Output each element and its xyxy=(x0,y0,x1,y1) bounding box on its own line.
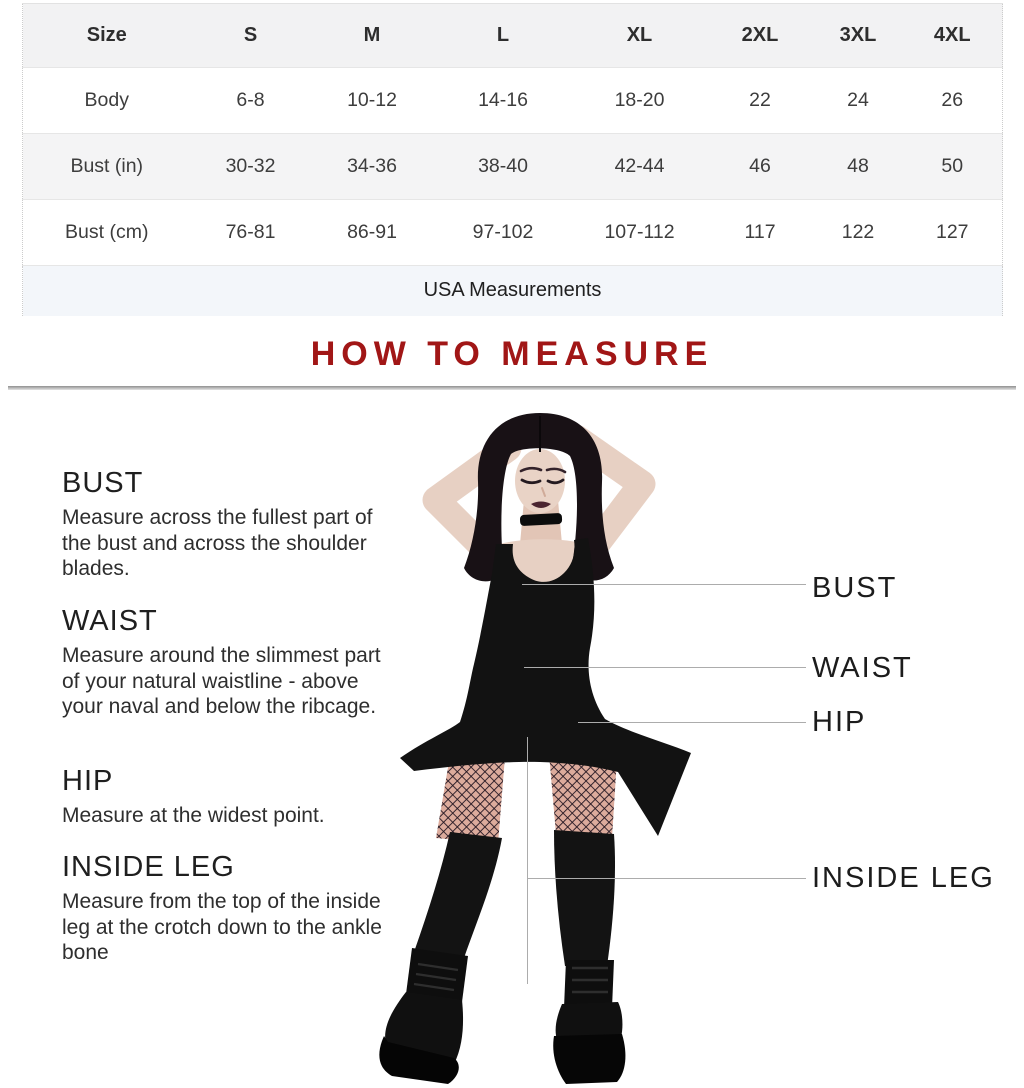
bust-guide-line xyxy=(522,584,806,585)
size-cell: 10-12 xyxy=(310,67,434,134)
col-header-xl: XL xyxy=(572,3,707,68)
instruction-title: HIP xyxy=(62,765,114,797)
instruction-block-inside-leg: INSIDE LEG Measure from the top of the i… xyxy=(62,850,388,966)
instruction-block-waist: WAIST Measure around the slimmest part o… xyxy=(62,604,388,720)
hip-guide-line xyxy=(578,722,806,723)
size-cell: 24 xyxy=(813,67,903,134)
right-boot xyxy=(553,960,626,1084)
instruction-title: WAIST xyxy=(62,605,158,637)
col-header-l: L xyxy=(433,3,573,68)
instruction-text: Measure at the widest point. xyxy=(62,804,325,827)
hip-figure-label: HIP xyxy=(812,706,867,738)
size-cell: 22 xyxy=(706,67,814,134)
table-footer-row: USA Measurements xyxy=(22,265,1003,316)
size-cell: 117 xyxy=(706,199,814,266)
size-cell: 14-16 xyxy=(433,67,573,134)
left-boot xyxy=(379,948,468,1084)
title-divider xyxy=(8,386,1016,390)
size-cell: 26 xyxy=(902,67,1003,134)
dress xyxy=(400,538,691,836)
size-cell: 42-44 xyxy=(572,133,707,200)
size-cell: 122 xyxy=(813,199,903,266)
bust-figure-label: BUST xyxy=(812,572,898,604)
size-cell: 30-32 xyxy=(190,133,311,200)
row-label: Body xyxy=(22,67,191,134)
row-label: Bust (in) xyxy=(22,133,191,200)
col-header-size: Size xyxy=(22,3,191,68)
inside-leg-figure-label: INSIDE LEG xyxy=(812,862,995,894)
instruction-title: INSIDE LEG xyxy=(62,851,235,883)
inside-leg-guide-line xyxy=(527,878,806,879)
size-cell: 107-112 xyxy=(572,199,707,266)
model-figure-svg xyxy=(379,413,691,1084)
choker xyxy=(519,513,563,526)
col-header-m: M xyxy=(310,3,434,68)
size-cell: 38-40 xyxy=(433,133,573,200)
right-sock xyxy=(554,830,616,966)
table-row-body: Body 6-8 10-12 14-16 18-20 22 24 26 xyxy=(22,67,1003,134)
model-photo xyxy=(370,408,720,1088)
row-label: Bust (cm) xyxy=(22,199,191,266)
instruction-title: BUST xyxy=(62,467,144,499)
waist-guide-line xyxy=(524,667,806,668)
lips xyxy=(531,501,551,508)
size-cell: 86-91 xyxy=(310,199,434,266)
size-cell: 18-20 xyxy=(572,67,707,134)
col-header-4xl: 4XL xyxy=(902,3,1003,68)
instruction-block-bust: BUST Measure across the fullest part of … xyxy=(62,466,388,582)
instruction-text: Measure across the fullest part of the b… xyxy=(62,506,373,580)
fishnet-tights xyxy=(436,744,506,844)
section-title: HOW TO MEASURE xyxy=(310,335,714,373)
size-cell: 50 xyxy=(902,133,1003,200)
instruction-block-hip: HIP Measure at the widest point. xyxy=(62,764,388,829)
table-row-bust-in: Bust (in) 30-32 34-36 38-40 42-44 46 48 … xyxy=(22,133,1003,200)
size-cell: 34-36 xyxy=(310,133,434,200)
hair xyxy=(464,413,614,582)
size-cell: 48 xyxy=(813,133,903,200)
size-cell: 6-8 xyxy=(190,67,311,134)
usa-measurements-note: USA Measurements xyxy=(22,265,1003,316)
size-cell: 46 xyxy=(706,133,814,200)
inside-leg-vertical-line xyxy=(527,737,528,984)
col-header-s: S xyxy=(190,3,311,68)
left-sock xyxy=(414,832,502,958)
size-header-row: Size S M L XL 2XL 3XL 4XL xyxy=(22,3,1003,68)
col-header-2xl: 2XL xyxy=(706,3,814,68)
waist-figure-label: WAIST xyxy=(812,652,913,684)
col-header-3xl: 3XL xyxy=(813,3,903,68)
size-cell: 97-102 xyxy=(433,199,573,266)
table-row-bust-cm: Bust (cm) 76-81 86-91 97-102 107-112 117… xyxy=(22,199,1003,266)
size-cell: 127 xyxy=(902,199,1003,266)
size-chart-table: Size S M L XL 2XL 3XL 4XL Body 6-8 10-12… xyxy=(22,3,1003,316)
size-cell: 76-81 xyxy=(190,199,311,266)
instruction-text: Measure around the slimmest part of your… xyxy=(62,644,381,718)
instruction-text: Measure from the top of the inside leg a… xyxy=(62,890,382,964)
